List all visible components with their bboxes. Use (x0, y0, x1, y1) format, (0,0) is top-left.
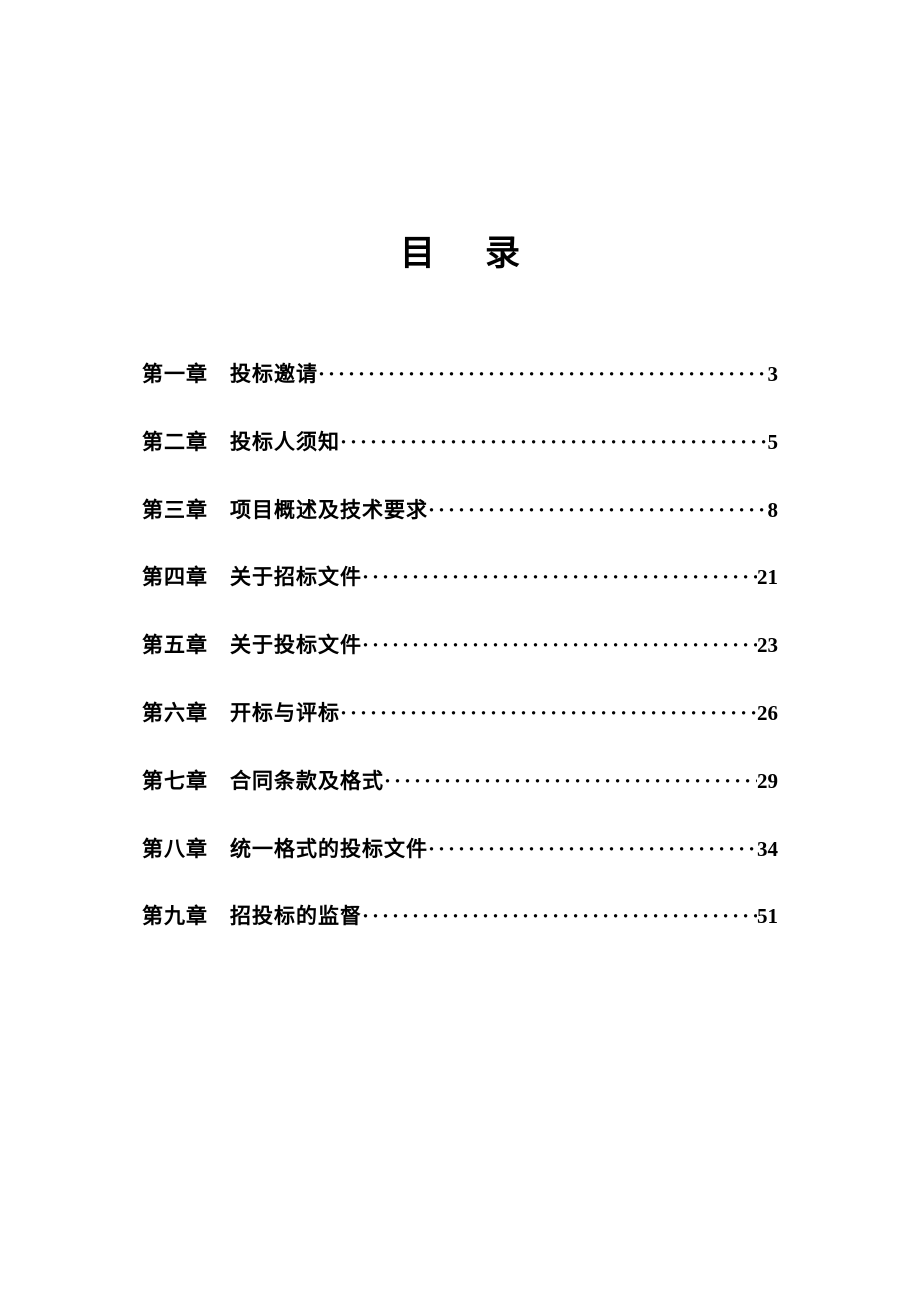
dots-leader (362, 898, 757, 936)
page-number: 34 (757, 831, 778, 869)
chapter-title: 关于投标文件 (230, 627, 362, 665)
page-number: 26 (757, 695, 778, 733)
dots-leader (428, 492, 768, 530)
chapter-label: 第六章 (142, 695, 208, 733)
chapter-label: 第七章 (142, 763, 208, 801)
toc-entry: 第四章 关于招标文件 21 (142, 559, 778, 597)
page-number: 51 (757, 898, 778, 936)
toc-entry: 第六章 开标与评标 26 (142, 695, 778, 733)
page-number: 8 (768, 492, 779, 530)
chapter-label: 第一章 (142, 356, 208, 394)
toc-entry: 第五章 关于投标文件 23 (142, 627, 778, 665)
toc-entry: 第八章 统一格式的投标文件 34 (142, 831, 778, 869)
chapter-title: 关于招标文件 (230, 559, 362, 597)
dots-leader (384, 763, 757, 801)
chapter-label: 第三章 (142, 492, 208, 530)
dots-leader (428, 831, 757, 869)
chapter-title: 统一格式的投标文件 (230, 831, 428, 869)
chapter-label: 第四章 (142, 559, 208, 597)
dots-leader (340, 695, 757, 733)
toc-entry: 第九章 招投标的监督 51 (142, 898, 778, 936)
chapter-title: 招投标的监督 (230, 898, 362, 936)
page-number: 5 (768, 424, 779, 462)
chapter-label: 第八章 (142, 831, 208, 869)
chapter-label: 第九章 (142, 898, 208, 936)
page-number: 29 (757, 763, 778, 801)
page-number: 3 (768, 356, 779, 394)
chapter-title: 投标人须知 (230, 424, 340, 462)
chapter-title: 项目概述及技术要求 (230, 492, 428, 530)
dots-leader (362, 559, 757, 597)
toc-title: 目录 (0, 225, 920, 276)
dots-leader (318, 356, 768, 394)
dots-leader (362, 627, 757, 665)
toc-entry: 第七章 合同条款及格式 29 (142, 763, 778, 801)
dots-leader (340, 424, 768, 462)
chapter-title: 合同条款及格式 (230, 763, 384, 801)
page-number: 21 (757, 559, 778, 597)
chapter-title: 投标邀请 (230, 356, 318, 394)
toc-container: 第一章 投标邀请 3 第二章 投标人须知 5 第三章 项目概述及技术要求 8 第… (142, 356, 778, 936)
page-number: 23 (757, 627, 778, 665)
toc-entry: 第二章 投标人须知 5 (142, 424, 778, 462)
chapter-label: 第二章 (142, 424, 208, 462)
chapter-title: 开标与评标 (230, 695, 340, 733)
chapter-label: 第五章 (142, 627, 208, 665)
toc-entry: 第三章 项目概述及技术要求 8 (142, 492, 778, 530)
toc-entry: 第一章 投标邀请 3 (142, 356, 778, 394)
